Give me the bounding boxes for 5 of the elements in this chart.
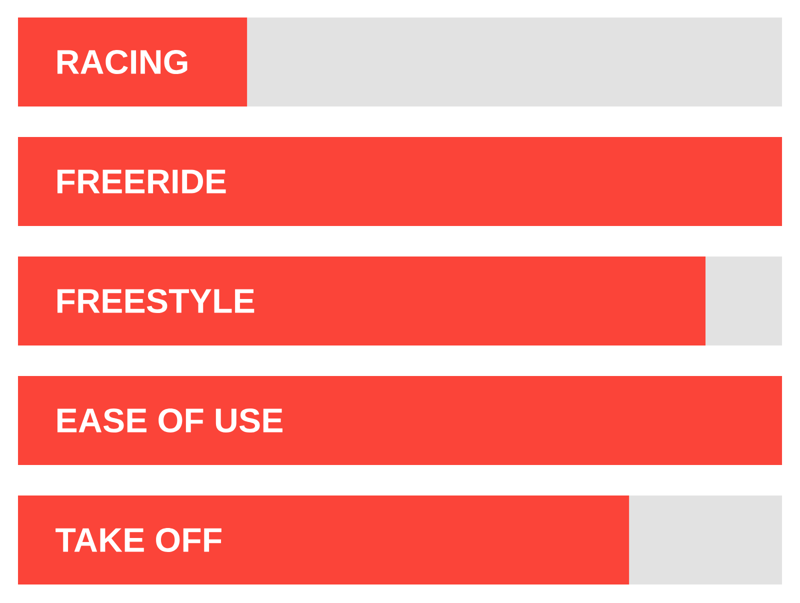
y-tick-label: FREESTYLE xyxy=(57,288,254,314)
y-tick-label: EASE OF USE xyxy=(57,408,282,433)
y-tick-label: FREERIDE xyxy=(57,170,226,194)
y-tick-label: RACING xyxy=(57,50,188,74)
y-tick-label: TAKE OFF xyxy=(56,528,222,552)
